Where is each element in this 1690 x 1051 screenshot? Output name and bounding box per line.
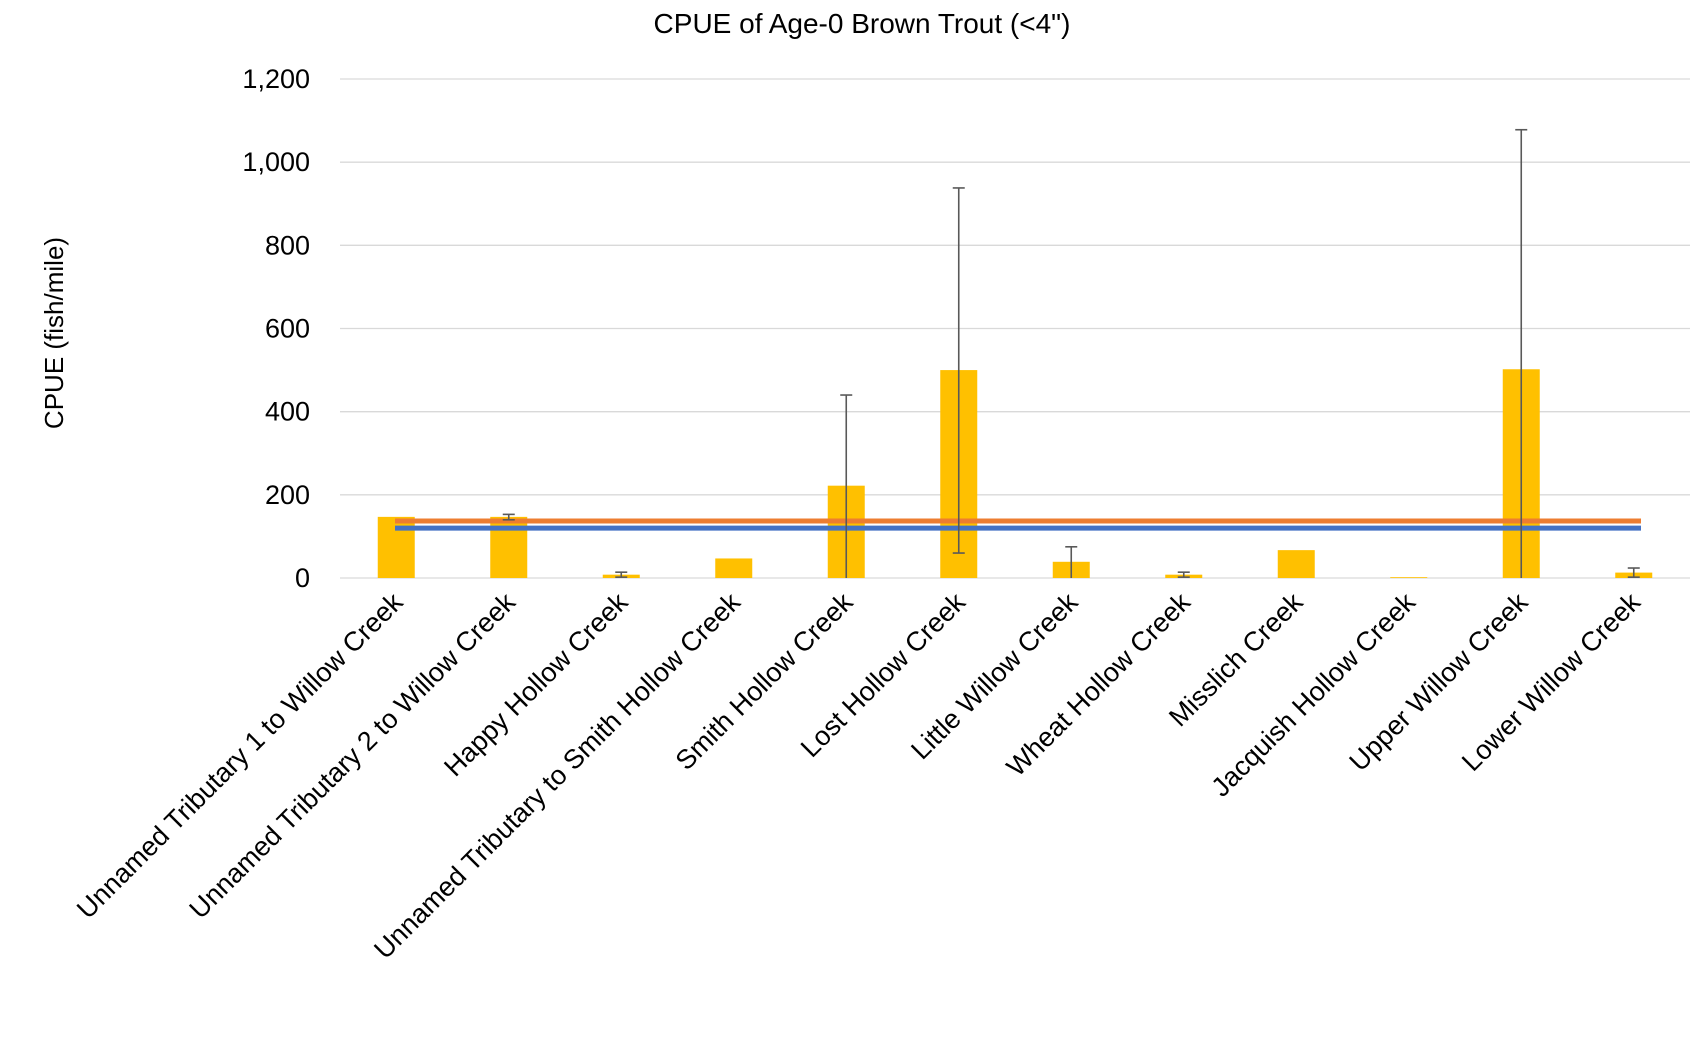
y-tick-label: 400 <box>265 397 310 427</box>
x-tick-label: Happy Hollow Creek <box>438 587 634 783</box>
y-tick-label: 1,000 <box>242 147 310 177</box>
y-tick-label: 200 <box>265 480 310 510</box>
y-tick-label: 0 <box>295 563 310 593</box>
error-bar <box>1065 546 1078 578</box>
bar <box>715 558 753 578</box>
bar <box>1390 577 1428 578</box>
y-tick-label: 600 <box>265 314 310 344</box>
x-tick-label: Wheat Hollow Creek <box>1001 587 1197 783</box>
x-tick-labels: Unnamed Tributary 1 to Willow CreekUnnam… <box>71 587 1646 965</box>
x-tick-label: Jacquish Hollow Creek <box>1206 587 1422 803</box>
y-axis-label: CPUE (fish/mile) <box>39 237 69 429</box>
reference-lines <box>395 518 1641 531</box>
error-bar <box>840 394 853 578</box>
bar <box>1277 550 1315 578</box>
chart-title: CPUE of Age-0 Brown Trout (<4") <box>654 8 1071 39</box>
y-tick-label: 1,200 <box>242 64 310 94</box>
error-bar <box>1515 128 1528 578</box>
bar-layer <box>377 369 1653 578</box>
error-bar <box>1627 567 1640 578</box>
y-tick-labels: 0 200 400 600 800 1,000 1,200 <box>242 64 310 593</box>
grid-layer <box>340 78 1690 579</box>
error-bar <box>502 513 515 521</box>
error-bars <box>502 128 1640 578</box>
error-bar <box>615 571 628 578</box>
error-bar <box>952 187 965 554</box>
y-tick-label: 800 <box>265 230 310 260</box>
error-bar <box>1177 571 1190 578</box>
